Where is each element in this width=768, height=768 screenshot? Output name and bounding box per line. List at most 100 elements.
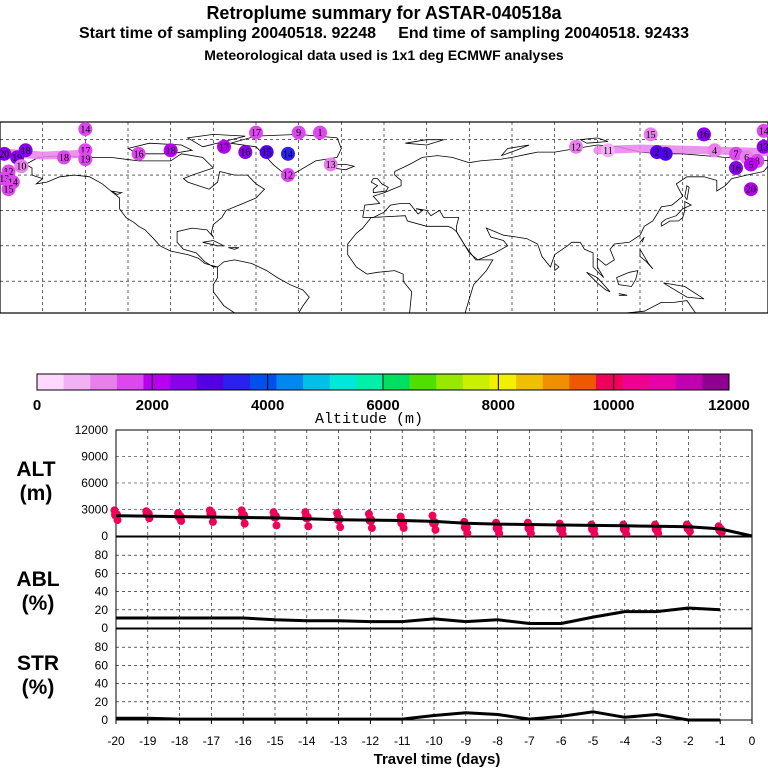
coastline — [347, 215, 494, 313]
x-tick-label: -6 — [556, 734, 567, 748]
plume-marker-label: 10 — [16, 162, 26, 173]
altitude-marker — [495, 529, 504, 538]
plume-marker — [78, 152, 93, 167]
plume-marker-label: 11 — [603, 146, 613, 157]
colorbar-swatch — [90, 374, 118, 390]
x-tick-label: -2 — [683, 734, 694, 748]
coastline — [625, 300, 696, 313]
plume-marker-label: 16 — [240, 148, 250, 159]
coastline — [684, 184, 690, 201]
colorbar-swatch — [409, 374, 437, 390]
plume-marker-label: 15 — [4, 185, 14, 196]
time-series-panels: 120009000600030000ALT(m)806040200ABL(%)8… — [16, 423, 755, 748]
x-tick-label: -13 — [330, 734, 348, 748]
x-tick-label: -9 — [460, 734, 471, 748]
plume-marker-label: 18 — [59, 153, 69, 164]
colorbar-tick-label: 2000 — [136, 397, 169, 414]
x-tick-label: -20 — [107, 734, 125, 748]
plume-marker — [78, 122, 93, 137]
plume-marker — [249, 125, 263, 140]
colorbar-swatch — [542, 374, 570, 390]
colorbar-swatch — [516, 374, 543, 390]
colorbar-swatch — [63, 374, 91, 390]
y-tick-label: 80 — [95, 548, 109, 562]
plume-marker-label: 15 — [262, 148, 272, 159]
altitude-marker — [238, 510, 249, 521]
colorbar-tick-label: 12000 — [708, 397, 750, 414]
x-tick-label: -4 — [619, 734, 630, 748]
altitude-marker — [208, 517, 217, 526]
y-tick-label: 20 — [95, 603, 109, 617]
plume-marker-label: 5 — [748, 160, 753, 171]
x-tick-label: -17 — [203, 734, 221, 748]
colorbar-swatch — [356, 374, 384, 390]
series-line — [116, 710, 721, 722]
altitude-marker — [622, 530, 631, 539]
x-tick-label: -7 — [524, 734, 535, 748]
plume-marker — [743, 157, 758, 172]
colorbar-swatch — [223, 374, 251, 390]
y-tick-label: 6000 — [81, 476, 108, 490]
colorbar-swatch — [276, 374, 304, 390]
y-tick-label: 9000 — [81, 450, 108, 464]
plume-marker — [163, 143, 178, 158]
y-tick-label: 60 — [95, 658, 109, 672]
meteorology-subtitle: Meteorological data used is 1x1 deg ECMW… — [204, 47, 564, 63]
plume-marker-label: 12 — [571, 142, 581, 153]
panel-frame — [115, 628, 753, 721]
colorbar-tick-label: 6000 — [366, 397, 399, 414]
colorbar-tick-label: 0 — [33, 397, 41, 414]
x-tick-label: -19 — [139, 734, 157, 748]
x-tick-label: -11 — [394, 734, 411, 748]
plume-marker-label: 14 — [80, 125, 90, 136]
sampling-time-subtitle: Start time of sampling 20040518. 92248 E… — [78, 25, 690, 42]
colorbar-swatch — [37, 374, 64, 390]
colorbar-tick-label: 8000 — [482, 397, 515, 414]
coastline — [663, 282, 705, 300]
plume-marker — [281, 168, 295, 183]
plume-marker-label: 16 — [731, 163, 741, 174]
plume-marker — [729, 160, 743, 175]
plume-marker — [756, 123, 768, 138]
panel-ylabel: STR — [17, 652, 59, 675]
altitude-marker — [113, 516, 122, 525]
plume-marker — [323, 157, 338, 172]
colorbar-swatch — [116, 374, 144, 390]
y-tick-label: 40 — [95, 585, 109, 599]
colorbar-swatch — [303, 374, 331, 390]
colorbar-swatch — [569, 374, 597, 390]
colorbar-swatch — [143, 374, 171, 390]
altitude-marker — [272, 521, 281, 530]
plume-marker — [281, 146, 295, 161]
colorbar-swatch — [383, 374, 410, 390]
coastline — [639, 249, 654, 270]
panel-ylabel: ABL — [16, 568, 59, 591]
coastline — [639, 236, 645, 243]
colorbar-swatch — [489, 374, 517, 390]
plume-marker-label: 19 — [12, 153, 22, 164]
x-tick-label: -1 — [715, 734, 726, 748]
plume-marker-label: 16 — [699, 130, 709, 141]
series-line — [115, 514, 753, 538]
plume-marker-label: 14 — [8, 178, 18, 189]
colorbar-label: Altitude (m) — [315, 411, 423, 428]
colorbar-tick-label: 4000 — [251, 397, 284, 414]
altitude-marker — [428, 511, 437, 520]
x-tick-label: -18 — [171, 734, 189, 748]
x-tick-label: -10 — [425, 734, 443, 748]
plume-marker — [601, 143, 615, 158]
plume-marker — [259, 145, 274, 160]
coastline — [586, 271, 611, 293]
y-tick-label: 12000 — [75, 423, 109, 437]
x-tick-label: -5 — [588, 734, 599, 748]
altitude-marker — [240, 519, 249, 528]
plume-marker-label: 14 — [759, 126, 768, 137]
panel-ylabel-unit: (%) — [22, 592, 55, 615]
panel-abl: 80 60 40 20 0 ABL(%) — [16, 536, 753, 635]
plume-marker — [18, 143, 33, 158]
plume-marker — [756, 139, 768, 154]
y-tick-label: 0 — [101, 529, 108, 543]
